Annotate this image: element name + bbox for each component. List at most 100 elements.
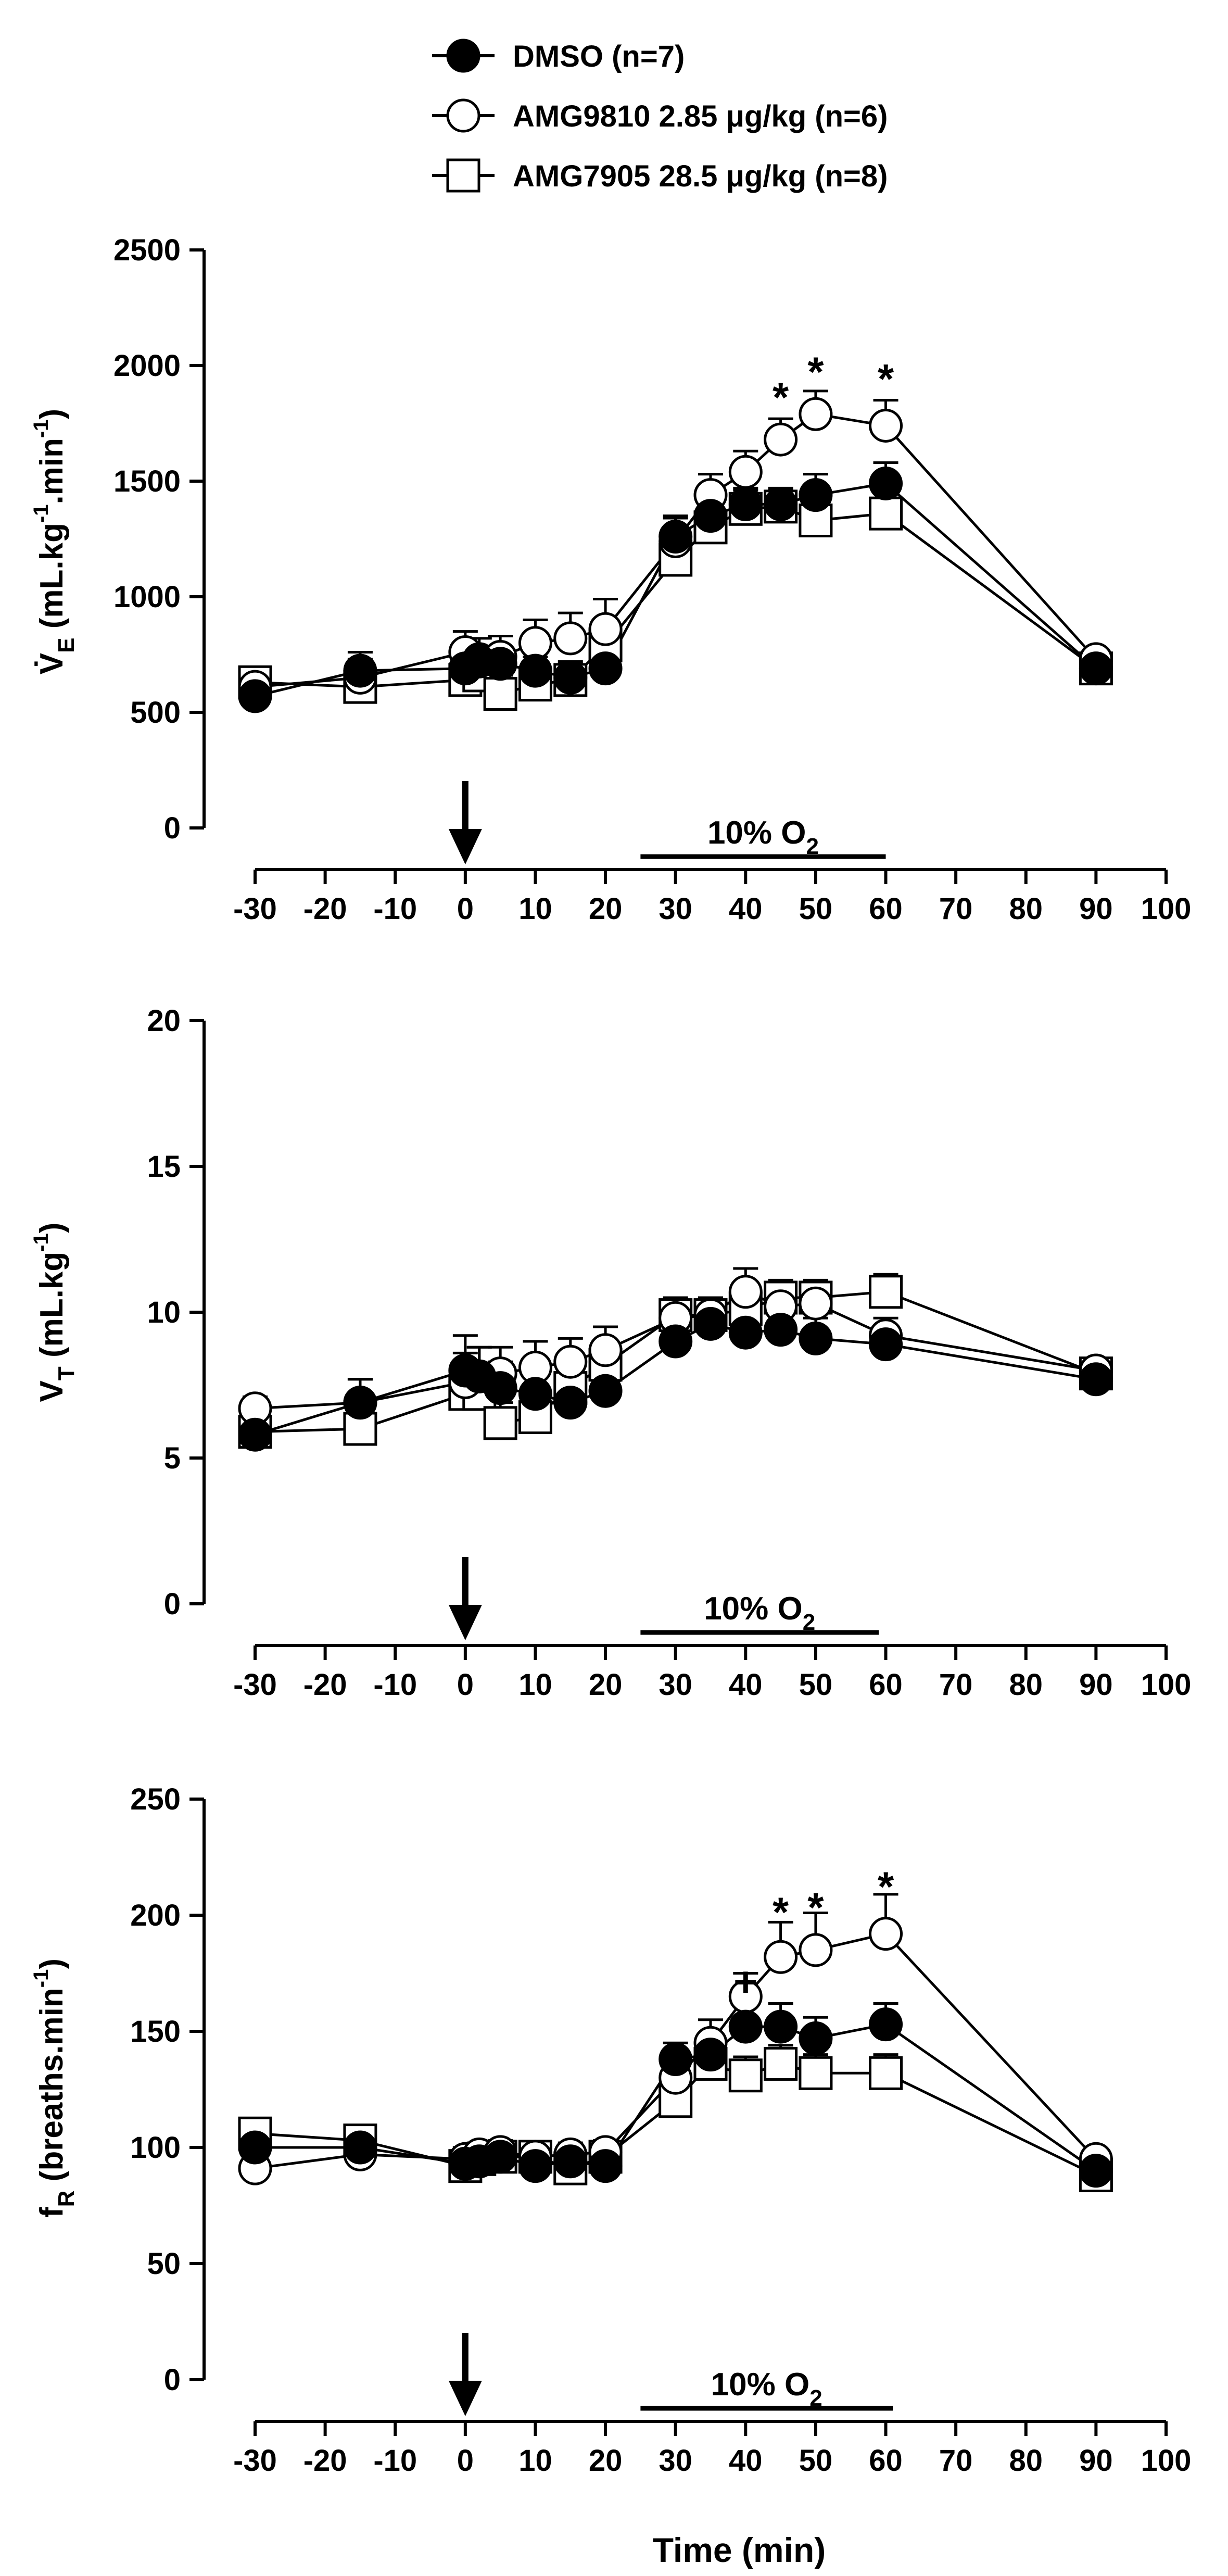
y-axis-title: fR (breaths.min-1) bbox=[30, 1958, 79, 2218]
data-point-dmso bbox=[764, 487, 798, 521]
data-point-dmso bbox=[869, 466, 903, 500]
y-title-main: V̇ bbox=[34, 653, 70, 674]
data-point-amg7905 bbox=[869, 1275, 903, 1309]
data-point-dmso bbox=[238, 2130, 272, 2165]
x-tick-label: 30 bbox=[659, 1668, 692, 1702]
hypoxia-label-subscript: 2 bbox=[803, 1610, 815, 1635]
data-point-dmso bbox=[238, 679, 272, 713]
significance-marker: * bbox=[878, 356, 894, 402]
x-tick-label: -10 bbox=[373, 1668, 417, 1702]
y-title-superscript: -1 bbox=[30, 419, 53, 438]
x-tick-label: 50 bbox=[799, 1668, 833, 1702]
y-axis-title: V̇E (mL.kg-1.min-1) bbox=[30, 409, 79, 674]
hypoxia-label: 10% O2 bbox=[707, 815, 819, 859]
data-point-dmso bbox=[799, 478, 833, 512]
data-point-dmso bbox=[483, 1371, 517, 1405]
data-point-dmso bbox=[1079, 1362, 1113, 1397]
x-tick-label: 100 bbox=[1141, 892, 1192, 926]
data-point-dmso bbox=[518, 1377, 552, 1411]
data-point-amg9810 bbox=[728, 1275, 763, 1309]
y-tick-label: 20 bbox=[147, 1004, 181, 1038]
y-tick-label: 0 bbox=[164, 811, 181, 845]
data-point-amg7905 bbox=[764, 2046, 798, 2081]
x-tick-label: 80 bbox=[1009, 2444, 1043, 2478]
data-point-dmso bbox=[483, 2140, 517, 2174]
x-tick-label: 10 bbox=[518, 892, 552, 926]
significance-marker: + bbox=[733, 1958, 758, 2005]
data-point-dmso bbox=[518, 2149, 552, 2183]
significance-marker: * bbox=[807, 348, 824, 395]
data-point-dmso bbox=[553, 1386, 588, 1420]
y-tick-label: 0 bbox=[164, 2363, 181, 2397]
y-title-text: (mL.kg bbox=[34, 523, 70, 637]
data-point-amg9810 bbox=[869, 1917, 903, 1951]
x-tick-label: -10 bbox=[373, 2444, 417, 2478]
significance-marker: * bbox=[878, 1864, 894, 1910]
x-tick-label: -10 bbox=[373, 892, 417, 926]
data-point-dmso bbox=[343, 1386, 377, 1420]
data-point-amg9810 bbox=[588, 1333, 623, 1367]
data-point-dmso bbox=[869, 1327, 903, 1362]
x-tick-label: 20 bbox=[589, 2444, 623, 2478]
y-tick-label: 2000 bbox=[113, 349, 181, 383]
x-tick-label: 100 bbox=[1141, 2444, 1192, 2478]
data-point-dmso bbox=[693, 499, 728, 533]
legend-item-dmso: DMSO (n=7) bbox=[432, 39, 685, 73]
data-point-dmso bbox=[799, 2021, 833, 2055]
data-point-dmso bbox=[659, 1324, 693, 1359]
data-point-dmso bbox=[659, 2042, 693, 2077]
legend: DMSO (n=7) AMG9810 2.85 μg/kg (n=6) AMG7… bbox=[432, 39, 888, 193]
hypoxia-label: 10% O2 bbox=[711, 2367, 822, 2411]
x-tick-label: 10 bbox=[518, 1668, 552, 1702]
hypoxia-label-subscript: 2 bbox=[809, 2385, 822, 2411]
x-tick-label: 90 bbox=[1079, 892, 1113, 926]
data-point-amg9810 bbox=[869, 408, 903, 443]
data-point-dmso bbox=[693, 2038, 728, 2072]
x-tick-label: 70 bbox=[939, 1668, 973, 1702]
y-tick-label: 250 bbox=[130, 1782, 181, 1816]
y-tick-label: 100 bbox=[130, 2131, 181, 2165]
y-tick-label: 2500 bbox=[113, 233, 181, 267]
y-title-text: ) bbox=[34, 1958, 70, 1969]
y-tick-label: 500 bbox=[130, 696, 181, 730]
x-tick-label: 60 bbox=[869, 892, 903, 926]
y-tick-label: 15 bbox=[147, 1150, 181, 1184]
data-point-amg7905 bbox=[869, 496, 903, 531]
data-point-dmso bbox=[553, 2144, 588, 2179]
y-tick-label: 1500 bbox=[113, 464, 181, 498]
y-title-text: ) bbox=[34, 1223, 70, 1234]
data-point-dmso bbox=[343, 654, 377, 688]
legend-label-amg7905: AMG7905 28.5 μg/kg (n=8) bbox=[513, 159, 888, 193]
y-title-superscript: -1 bbox=[30, 1969, 53, 1988]
x-tick-label: 30 bbox=[659, 2444, 692, 2478]
x-tick-label: -20 bbox=[303, 1668, 347, 1702]
hypoxia-label: 10% O2 bbox=[704, 1591, 815, 1635]
y-title-subscript: E bbox=[54, 638, 79, 653]
data-point-dmso bbox=[588, 2149, 623, 2183]
x-tick-label: 80 bbox=[1009, 892, 1043, 926]
y-title-text: .min bbox=[34, 438, 70, 504]
data-point-amg9810 bbox=[799, 1933, 833, 1967]
data-point-amg9810 bbox=[764, 1940, 798, 1974]
data-point-dmso bbox=[728, 1315, 763, 1350]
data-point-dmso bbox=[1079, 2154, 1113, 2188]
data-point-amg7905 bbox=[869, 2056, 903, 2090]
y-title-text: (mL.kg bbox=[34, 1252, 70, 1366]
data-point-dmso bbox=[1079, 651, 1113, 686]
x-tick-label: 30 bbox=[659, 892, 692, 926]
data-point-dmso bbox=[553, 660, 588, 695]
y-title-text: (breaths.min bbox=[34, 1988, 70, 2190]
hypoxia-label-subscript: 2 bbox=[806, 834, 818, 859]
data-point-amg7905 bbox=[483, 1406, 517, 1440]
data-point-dmso bbox=[799, 1321, 833, 1355]
data-point-dmso bbox=[343, 2130, 377, 2165]
data-point-dmso bbox=[659, 520, 693, 554]
injection-arrow-head bbox=[448, 829, 482, 864]
y-tick-label: 150 bbox=[130, 2015, 181, 2049]
y-tick-label: 0 bbox=[164, 1587, 181, 1621]
injection-arrow-head bbox=[448, 2381, 482, 2416]
data-point-amg7905 bbox=[728, 2058, 763, 2093]
